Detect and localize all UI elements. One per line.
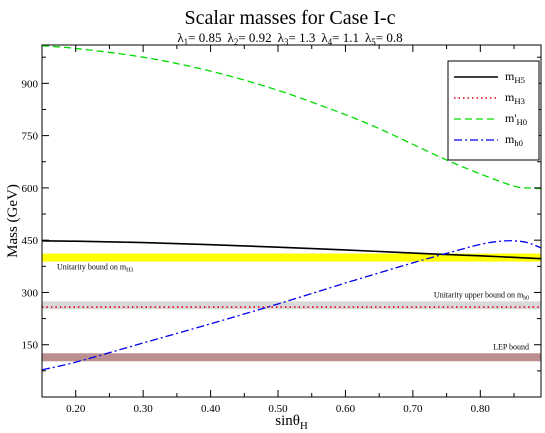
- plot-frame: [41, 44, 542, 398]
- y-tick-label: 450: [22, 235, 39, 247]
- legend-label-h0: m'H0: [505, 111, 527, 127]
- legend-label-h5: mH5: [505, 69, 525, 85]
- series-line-h0: [42, 45, 541, 190]
- lep-bound-label: LEP bound: [493, 342, 529, 351]
- unitarity-bound-mh3-label: Unitarity bound on mH3: [57, 263, 133, 274]
- y-tick-label: 300: [22, 287, 39, 299]
- band-labels-layer: Unitarity bound on mH3 Unitarity upper bo…: [57, 263, 529, 352]
- y-axis-label: Mass (GeV): [5, 184, 21, 258]
- series-line-h5: [42, 240, 541, 260]
- y-tick-label: 150: [22, 340, 39, 352]
- x-tick-label: 0.20: [66, 403, 86, 415]
- x-tick-label: 0.40: [201, 403, 221, 415]
- legend-label-h3: mH3: [505, 90, 525, 106]
- bands-layer: [42, 253, 541, 362]
- legend: mH5 mH3 m'H0 mh0: [447, 60, 540, 161]
- x-tick-label: 0.70: [403, 403, 423, 415]
- unitarity-upper-bound-mh0-band: [42, 301, 541, 310]
- series-layer: [42, 45, 541, 371]
- y-tick-label: 750: [22, 131, 39, 143]
- x-tick-label: 0.60: [336, 403, 356, 415]
- y-tick-label: 600: [22, 183, 39, 195]
- lep-bound-band: [42, 353, 541, 362]
- legend-label-h0: mh0: [505, 132, 523, 148]
- unitarity-upper-bound-mh0-label: Unitarity upper bound on mh0: [434, 290, 529, 301]
- chart-subtitle: λ1= 0.85 λ2= 0.92 λ3= 1.3 λ4= 1.1 λ5= 0.8: [177, 30, 402, 47]
- x-tick-label: 0.30: [134, 403, 154, 415]
- y-tick-label: 900: [22, 78, 39, 90]
- ticks-layer: 0.20 0.30 0.40 0.50 0.60 0.70 0.80 150 300 450 600…: [22, 45, 541, 415]
- x-tick-label: 0.50: [268, 403, 288, 415]
- chart-title: Scalar masses for Case I-c: [184, 7, 395, 29]
- x-tick-label: 0.80: [471, 403, 491, 415]
- x-axis-label: sinθH: [275, 413, 308, 432]
- unitarity-bound-mh3-band: [42, 253, 541, 262]
- legend-box: [447, 60, 540, 161]
